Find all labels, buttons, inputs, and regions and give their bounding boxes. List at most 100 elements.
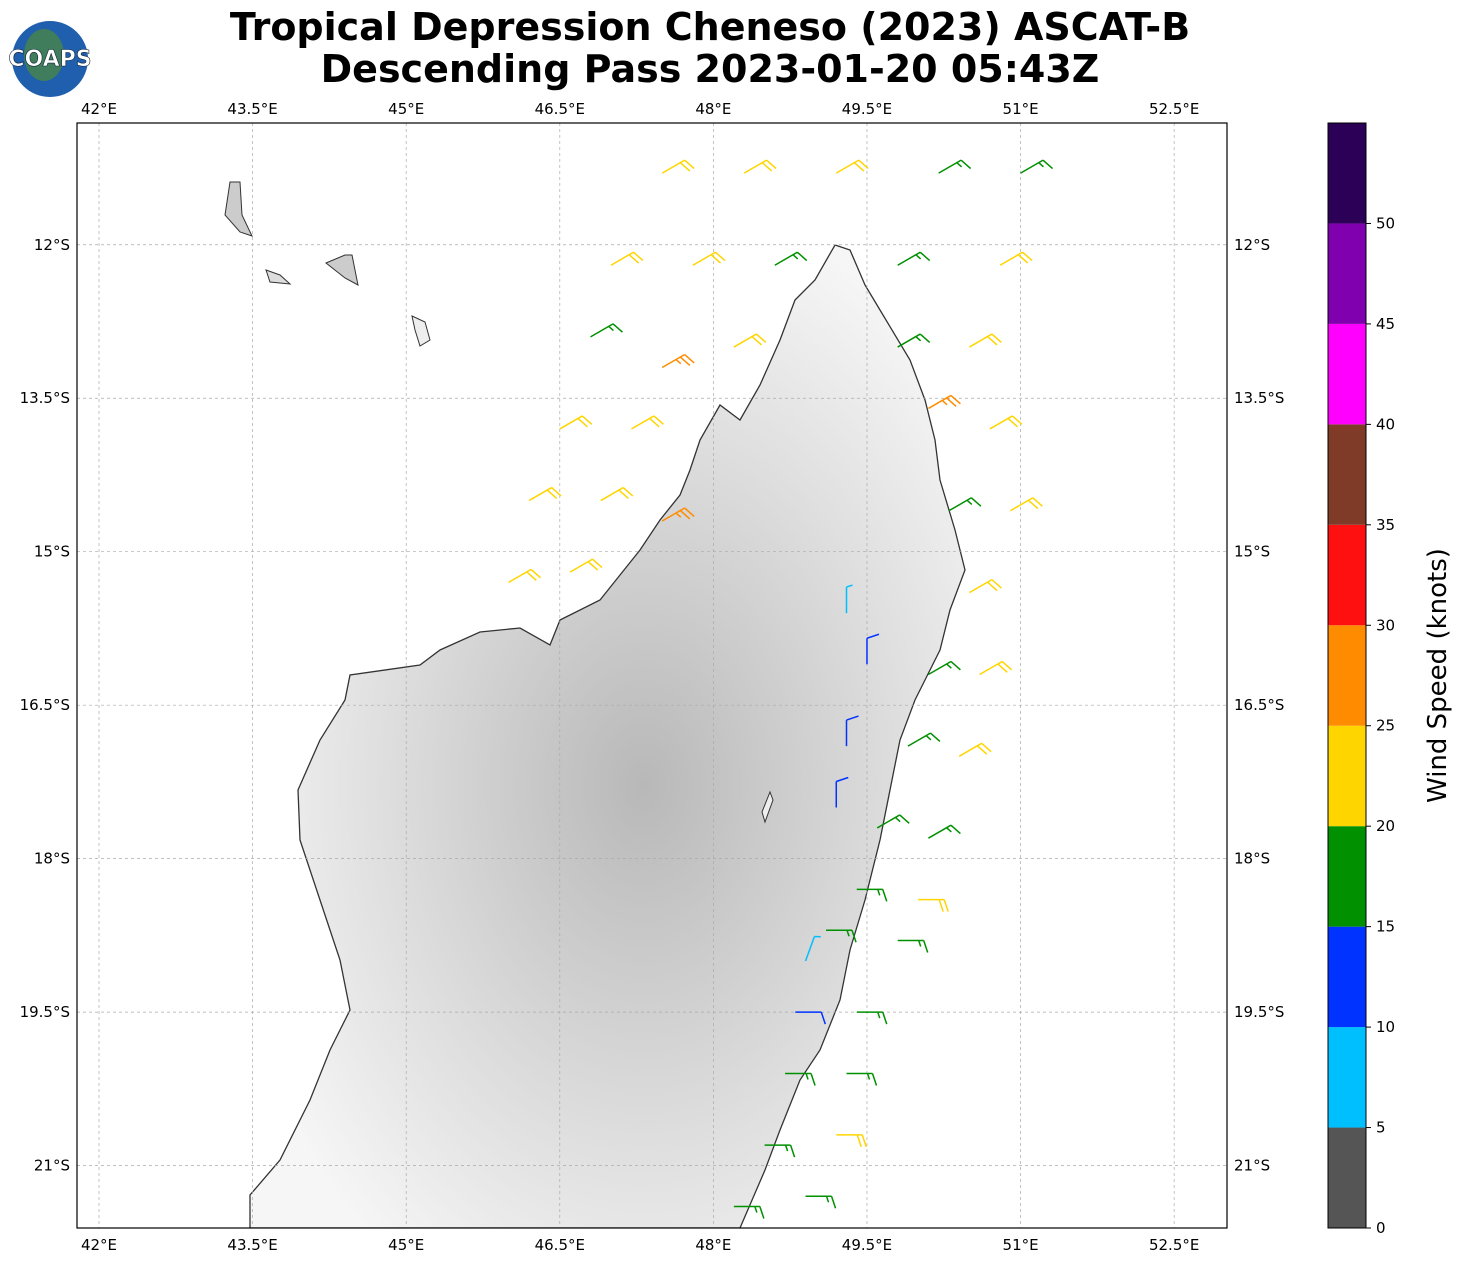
wind-barb (958, 742, 992, 757)
colorbar-segment (1328, 424, 1366, 525)
x-tick-label: 49.5°E (842, 1236, 892, 1254)
colorbar-tick-label: 35 (1376, 516, 1395, 534)
colorbar-tick-label: 45 (1376, 315, 1395, 333)
madagascar (249, 244, 966, 1228)
wind-barb (846, 1072, 878, 1086)
wind-barb (918, 898, 949, 912)
wind-barb (897, 251, 931, 266)
wind-barb (600, 486, 634, 502)
wind-barb (743, 159, 777, 174)
y-tick-label: 12°S (1234, 236, 1270, 254)
x-tick-label: 46.5°E (535, 100, 585, 118)
colorbar-frame (1327, 122, 1367, 1229)
x-tick-label: 43.5°E (227, 1236, 277, 1254)
wind-barb (528, 486, 562, 502)
colorbar-tick-label: 5 (1376, 1119, 1386, 1137)
wind-barb (856, 1011, 888, 1025)
y-tick-label: 19.5°S (1234, 1003, 1284, 1021)
wind-barb (610, 251, 644, 266)
x-tick-label: 49.5°E (842, 100, 892, 118)
logo: COAPS (8, 21, 92, 97)
x-tick-label: 52.5°E (1149, 1236, 1199, 1254)
y-tick-label: 16.5°S (1234, 696, 1284, 714)
wind-barb (764, 1144, 796, 1158)
wind-barb (928, 660, 961, 676)
wind-barb (876, 814, 910, 829)
wind-barb (1009, 497, 1043, 512)
x-tick-label: 42°E (81, 1236, 117, 1254)
colorbar-segment (1328, 826, 1366, 927)
wind-barb (845, 584, 853, 614)
colorbar-tick-label: 40 (1376, 415, 1395, 433)
wind-barb (928, 394, 961, 410)
grid (77, 123, 1227, 1228)
x-tick-label: 43.5°E (227, 100, 277, 118)
wind-barb (836, 1134, 867, 1148)
wind-barb (559, 415, 593, 430)
y-tick-label: 12°S (34, 236, 70, 254)
wind-barb (785, 1072, 816, 1086)
colorbar-segment (1328, 524, 1366, 626)
wind-barb (795, 1011, 827, 1025)
colorbar-segment (1328, 123, 1366, 224)
sainte-marie-island (761, 790, 774, 824)
x-tick-label: 51°E (1003, 100, 1039, 118)
wind-barb (835, 776, 849, 808)
wind-barb (968, 333, 1002, 348)
subtitle: Descending Pass 2023-01-20 05:43Z (321, 47, 1100, 91)
wind-barb (928, 824, 961, 839)
wind-barb (661, 159, 695, 174)
colorbar-tick-label: 10 (1376, 1018, 1395, 1036)
x-tick-label: 48°E (695, 100, 731, 118)
colorbar-segment (1328, 725, 1366, 827)
map-frame (76, 122, 1228, 1229)
wind-barb (569, 558, 603, 573)
colorbar-tick-label: 20 (1376, 817, 1395, 835)
wind-barb (826, 929, 857, 943)
wind-barb (692, 251, 726, 266)
y-tick-label: 21°S (1234, 1157, 1270, 1175)
y-tick-label: 13.5°S (1234, 389, 1284, 407)
wind-barb (897, 333, 931, 348)
y-tick-label: 15°S (1234, 543, 1270, 561)
x-tick-label: 45°E (388, 1236, 424, 1254)
x-tick-label: 48°E (695, 1236, 731, 1254)
colorbar-tick-label: 25 (1376, 717, 1395, 735)
wind-barb (1020, 159, 1054, 174)
colorbar-segment (1328, 223, 1366, 324)
colorbar-tick-label: 50 (1376, 214, 1395, 232)
wind-barb (590, 323, 623, 338)
wind-barb (661, 507, 695, 522)
wind-barb (989, 415, 1023, 430)
y-tick-label: 19.5°S (20, 1003, 70, 1021)
wind-barb (733, 1205, 765, 1219)
wind-barbs (508, 159, 1054, 1219)
mayotte-island (411, 315, 431, 347)
wind-barb (774, 251, 808, 266)
wind-barb (631, 415, 664, 430)
colorbar-segment (1328, 926, 1366, 1028)
colorbar-segment (1328, 1027, 1366, 1128)
colorbar-label: Wind Speed (knots) (1423, 548, 1453, 803)
y-tick-label: 18°S (1234, 850, 1270, 868)
x-tick-label: 52.5°E (1149, 100, 1199, 118)
wind-barb (968, 578, 1002, 594)
wind-barb (938, 159, 972, 174)
comoros-island (325, 254, 359, 286)
colorbar-tick-label: 0 (1376, 1219, 1386, 1237)
colorbar-segment (1328, 323, 1366, 425)
wind-barb (979, 660, 1013, 676)
x-tick-label: 46.5°E (535, 1236, 585, 1254)
x-tick-label: 42°E (81, 100, 117, 118)
wind-barb (835, 159, 869, 174)
wind-barb (805, 1195, 837, 1209)
wind-barb (948, 497, 982, 512)
colorbar-tick-label: 30 (1376, 616, 1395, 634)
colorbar-segment (1328, 1127, 1366, 1228)
y-tick-label: 16.5°S (20, 696, 70, 714)
logo-text: COAPS (8, 47, 91, 72)
wind-barb (856, 888, 888, 902)
y-tick-label: 21°S (34, 1157, 70, 1175)
y-tick-label: 18°S (34, 850, 70, 868)
